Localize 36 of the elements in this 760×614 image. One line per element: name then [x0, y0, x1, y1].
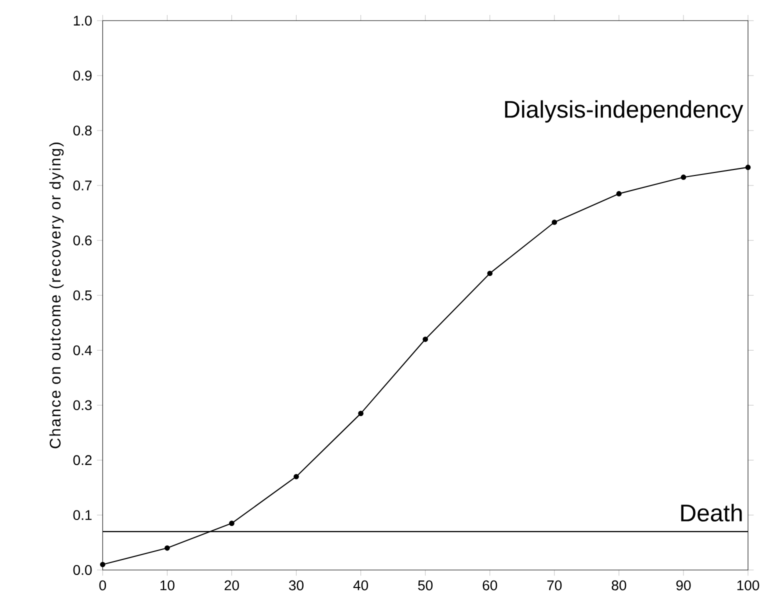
- point: [229, 520, 234, 526]
- y-tick-label: 0.7: [73, 180, 92, 190]
- point: [745, 164, 751, 170]
- y-tick-label: 0.8: [73, 126, 92, 136]
- y-tick-label: 0.1: [73, 510, 92, 520]
- y-tick-label: 0.4: [73, 345, 92, 356]
- x-tick-label: 70: [547, 580, 562, 590]
- x-tick-label: 80: [612, 580, 626, 590]
- point: [680, 174, 686, 180]
- x-tick-label: 60: [482, 580, 498, 590]
- x-tick-label: 20: [224, 580, 239, 590]
- x-tick-label: 100: [737, 580, 760, 590]
- x-tick-label: 30: [289, 580, 304, 590]
- point: [616, 191, 622, 196]
- point: [552, 220, 558, 225]
- x-tick-label: 90: [676, 580, 691, 590]
- point: [164, 545, 170, 551]
- y-tick-label: 0.2: [73, 455, 92, 466]
- point: [358, 410, 364, 416]
- y-tick-label: 0.9: [73, 70, 92, 81]
- y-tick-label: 0.5: [73, 290, 92, 300]
- y-tick-label: 0.6: [73, 235, 92, 246]
- x-tick-label: 0: [99, 580, 106, 590]
- series-label: Dialysis-independency: [505, 100, 744, 123]
- point: [100, 562, 106, 568]
- y-tick-label: 0.0: [73, 565, 92, 575]
- x-tick-label: 10: [160, 580, 174, 590]
- y-axis-title: Chance on outcome (recovery or dying): [49, 142, 64, 448]
- point: [422, 336, 428, 342]
- point: [294, 474, 299, 480]
- y-tick-label: 1.0: [74, 16, 92, 26]
- series-label: Death: [681, 504, 742, 522]
- x-tick-label: 50: [418, 580, 433, 590]
- point: [487, 270, 493, 276]
- x-tick-label: 40: [353, 580, 368, 590]
- y-tick-label: 0.3: [73, 400, 92, 410]
